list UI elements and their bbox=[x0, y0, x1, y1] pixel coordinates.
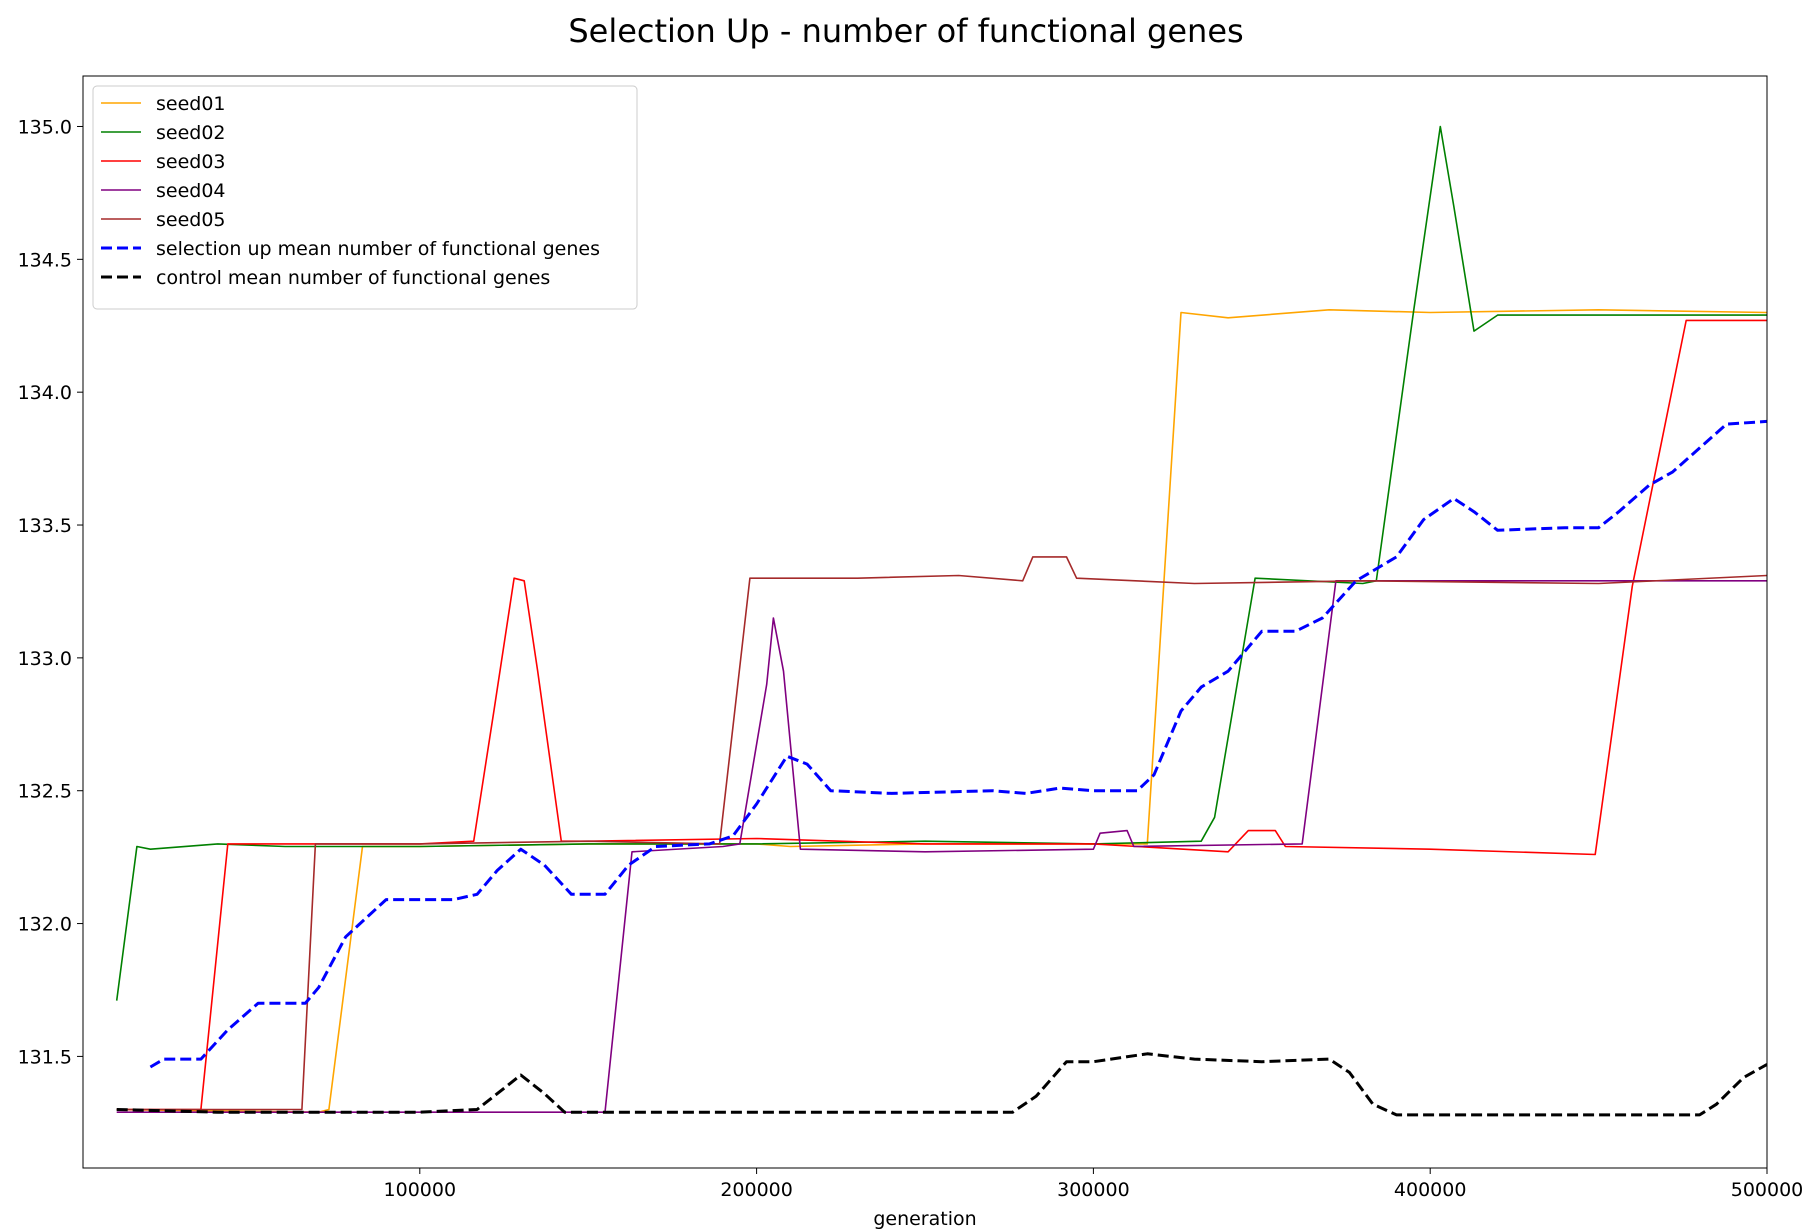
series-line-2 bbox=[115, 125, 1767, 1001]
y-tick-label: 131.5 bbox=[18, 1046, 72, 1068]
y-tick-label: 132.0 bbox=[18, 914, 72, 936]
series-line-3 bbox=[116, 319, 1767, 1111]
legend-label: selection up mean number of functional g… bbox=[156, 238, 600, 260]
legend-label: seed02 bbox=[156, 122, 226, 144]
x-tick-label: 400000 bbox=[1394, 1179, 1467, 1201]
x-tick-label: 500000 bbox=[1731, 1179, 1804, 1201]
legend-label: seed04 bbox=[156, 180, 226, 202]
legend-label: control mean number of functional genes bbox=[156, 267, 550, 289]
series-layer bbox=[115, 125, 1767, 1117]
y-tick-label: 132.5 bbox=[18, 781, 72, 803]
x-tick-label: 200000 bbox=[720, 1179, 793, 1201]
legend-label: seed03 bbox=[156, 151, 226, 173]
plot-frame bbox=[82, 75, 1768, 1169]
legend-box bbox=[92, 85, 638, 310]
y-tick-label: 135.0 bbox=[18, 116, 72, 138]
x-axis-label: generation bbox=[873, 1208, 976, 1229]
legend-label: seed05 bbox=[156, 209, 226, 231]
legend: seed01 seed02 seed03 seed04 seed05 selection … bbox=[92, 85, 638, 310]
chart-title: Selection Up - number of functional gene… bbox=[568, 12, 1243, 50]
series-line-5 bbox=[116, 556, 1767, 1111]
x-axis: 100000 200000 300000 400000 500000 bbox=[384, 1168, 1804, 1201]
y-tick-label: 133.0 bbox=[18, 648, 72, 670]
series-line-6 bbox=[149, 419, 1767, 1069]
y-tick-label: 133.5 bbox=[18, 515, 72, 537]
series-line-1 bbox=[116, 308, 1767, 1113]
y-axis: 131.5 132.0 132.5 133.0 133.5 134.0 134.5 135.0 bbox=[18, 116, 83, 1068]
x-tick-label: 300000 bbox=[1057, 1179, 1130, 1201]
y-tick-label: 134.0 bbox=[18, 382, 72, 404]
x-tick-label: 100000 bbox=[384, 1179, 457, 1201]
series-line-7 bbox=[116, 1052, 1767, 1117]
y-tick-label: 134.5 bbox=[18, 249, 72, 271]
legend-label: seed01 bbox=[156, 93, 226, 115]
